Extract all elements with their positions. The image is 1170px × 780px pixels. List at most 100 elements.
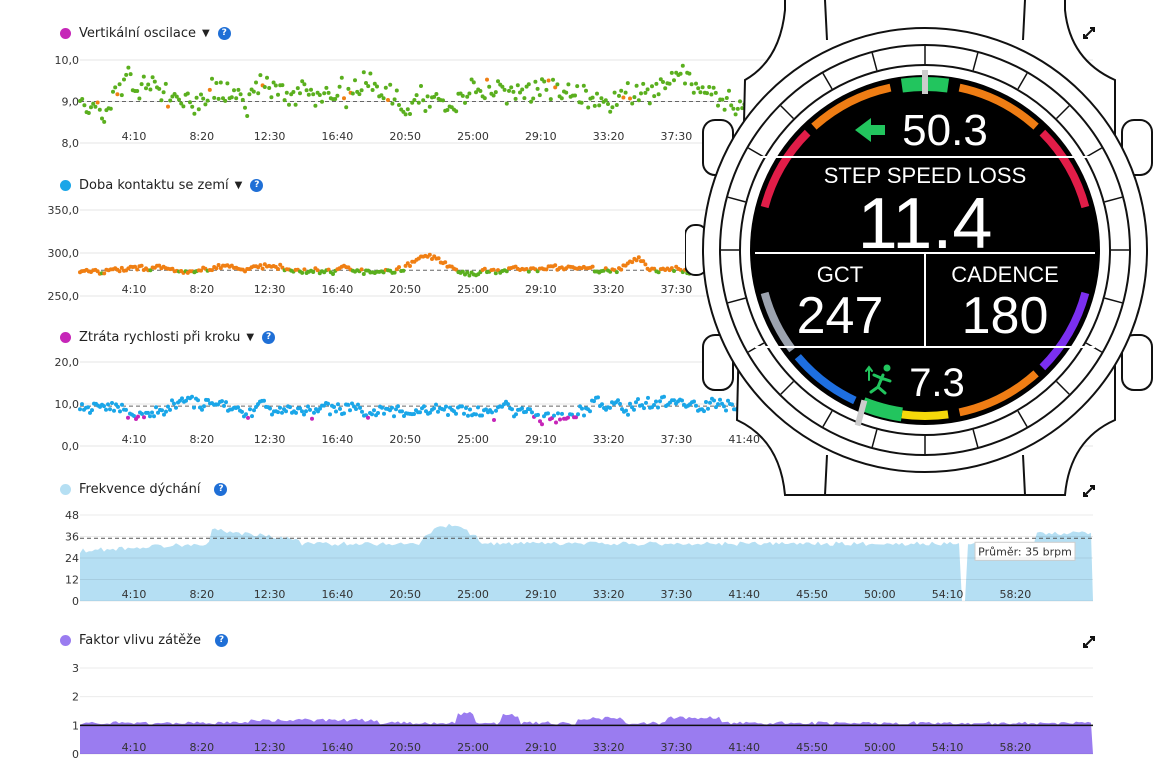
data-point <box>254 405 258 409</box>
data-point <box>199 268 203 273</box>
data-point <box>174 94 179 99</box>
average-label-box <box>974 541 1076 561</box>
data-point <box>113 85 118 90</box>
load-factor-chart[interactable]: 0 1 2 3 4:10 8:20 12:30 16:40 20:50 25:00 29:10 33:… <box>0 658 1170 761</box>
data-point <box>511 89 516 94</box>
data-point <box>700 85 705 90</box>
data-point <box>288 405 292 410</box>
help-circle-icon[interactable]: ? <box>217 26 231 40</box>
data-point <box>518 90 522 95</box>
data-point <box>139 82 144 87</box>
data-point <box>298 406 302 411</box>
gauge-marker <box>854 399 868 427</box>
chevron-down-icon[interactable]: ▼ <box>234 179 243 191</box>
data-point <box>520 87 525 92</box>
expand-arrows-icon[interactable] <box>1082 635 1096 649</box>
data-point <box>599 96 604 101</box>
data-point <box>553 263 558 268</box>
x-tick-label: 25:00 <box>457 433 489 446</box>
data-point <box>654 81 659 86</box>
data-point <box>640 403 644 408</box>
data-point <box>546 411 550 416</box>
data-point <box>397 265 401 270</box>
x-tick-label: 8:20 <box>189 130 214 143</box>
help-circle-icon[interactable]: ? <box>215 633 228 647</box>
data-point <box>276 92 280 97</box>
respiration-chart[interactable]: Průměr: 35 brpm 0 12 24 36 48 4:10 8:20 12:30 16:… <box>0 505 1170 608</box>
y-tick-label: 250,0 <box>48 290 80 303</box>
data-point <box>584 88 588 93</box>
vertical-oscillation-chart[interactable]: 8,0 9,0 10,0 4:10 8:20 12:30 16:40 20:50 25:00 29… <box>0 50 1170 150</box>
data-point <box>311 270 316 274</box>
data-point <box>166 404 170 409</box>
data-point <box>246 415 250 420</box>
data-point <box>328 412 332 417</box>
data-point <box>608 405 612 410</box>
data-point <box>162 412 166 417</box>
data-point <box>735 106 740 111</box>
data-point <box>334 409 338 414</box>
panel-title-respiration[interactable]: Frekvence dýchání ? <box>60 479 228 499</box>
data-point <box>432 406 436 411</box>
data-point <box>245 114 250 118</box>
data-point <box>643 262 648 267</box>
data-point <box>616 398 620 403</box>
data-point <box>586 105 591 110</box>
gauge-arc <box>958 83 1039 130</box>
data-point <box>414 93 419 98</box>
bezel-tick <box>871 52 878 71</box>
data-point <box>442 407 446 412</box>
data-point <box>295 86 300 91</box>
data-point <box>372 81 377 86</box>
data-point <box>366 84 371 89</box>
expand-arrows-icon[interactable] <box>1082 484 1096 498</box>
step-speed-loss-chart[interactable]: 0,0 10,0 20,0 4:10 8:20 12:30 16:40 20:50 25:00 2… <box>0 352 1170 454</box>
data-point <box>646 395 650 400</box>
data-point <box>216 263 221 267</box>
bezel-tick <box>822 72 833 90</box>
data-point <box>528 407 532 412</box>
data-point <box>720 97 725 102</box>
x-tick-label: 37:30 <box>661 283 693 296</box>
y-tick-label: 9,0 <box>62 96 80 109</box>
data-point <box>386 98 390 102</box>
data-point <box>133 264 137 269</box>
panel-title-load-factor[interactable]: Faktor vlivu zátěže ? <box>60 630 228 650</box>
expand-arrows-icon[interactable] <box>1082 26 1096 40</box>
data-point <box>460 269 465 274</box>
data-point <box>394 88 399 93</box>
data-point <box>164 409 168 414</box>
data-point <box>434 92 439 96</box>
data-point <box>124 407 128 412</box>
data-point <box>618 401 622 406</box>
data-point <box>691 90 696 95</box>
watch-case <box>685 0 1153 496</box>
y-tick-label: 36 <box>65 531 79 544</box>
data-point <box>727 88 731 93</box>
panel-title-ground-contact[interactable]: Doba kontaktu se zemí ▼ ? <box>60 175 264 195</box>
data-point <box>358 405 362 410</box>
data-point <box>401 268 406 273</box>
data-point <box>514 412 518 417</box>
panel-title-vertical-oscillation[interactable]: Vertikální oscilace ▼ ? <box>60 23 231 43</box>
data-point <box>502 87 507 92</box>
data-point <box>707 85 712 89</box>
chevron-down-icon[interactable]: ▼ <box>202 27 210 39</box>
help-circle-icon[interactable]: ? <box>250 178 264 192</box>
data-point <box>551 77 555 82</box>
data-point <box>408 264 412 268</box>
x-tick-label: 45:50 <box>796 741 828 754</box>
data-point <box>108 407 112 412</box>
data-point <box>621 95 626 100</box>
bezel-tick <box>780 105 795 120</box>
data-point <box>118 409 122 414</box>
data-point <box>333 97 338 101</box>
data-point <box>408 112 412 116</box>
data-point <box>445 108 450 112</box>
chevron-down-icon[interactable]: ▼ <box>246 331 255 343</box>
panel-title-step-speed-loss[interactable]: Ztráta rychlosti při kroku ▼ ? <box>60 327 276 347</box>
help-circle-icon[interactable]: ? <box>262 330 276 344</box>
data-point <box>359 88 364 93</box>
data-point <box>348 408 352 413</box>
help-circle-icon[interactable]: ? <box>214 482 228 496</box>
